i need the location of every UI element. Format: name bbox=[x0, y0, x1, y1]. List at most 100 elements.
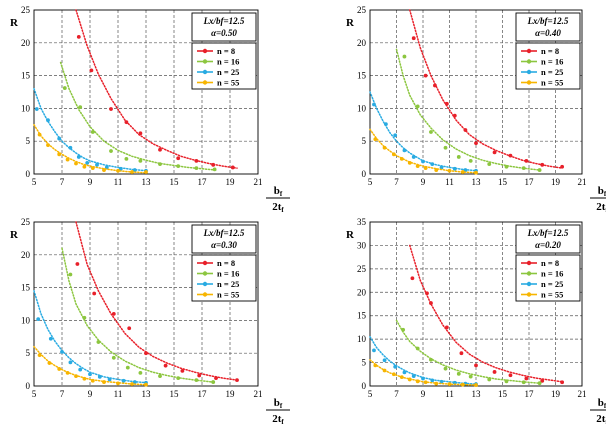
legend-swatch-marker bbox=[202, 281, 208, 287]
y-tick-label: 15 bbox=[21, 283, 31, 293]
legend-item: n = 8 bbox=[521, 46, 559, 56]
x-tick-label: 15 bbox=[170, 177, 180, 187]
legend-label: n = 16 bbox=[217, 269, 239, 279]
y-tick-label: 15 bbox=[357, 71, 367, 81]
x-axis-label-numerator: bf bbox=[274, 397, 283, 410]
data-point bbox=[163, 363, 168, 368]
legend-swatch-marker bbox=[526, 69, 532, 75]
legend-swatch-marker bbox=[202, 271, 208, 276]
legend-item: n = 8 bbox=[197, 258, 235, 268]
data-point bbox=[373, 137, 378, 142]
legend-label: n = 25 bbox=[217, 67, 239, 77]
legend-item: n = 55 bbox=[521, 78, 563, 88]
y-tick-label: 25 bbox=[357, 5, 367, 15]
x-tick-label: 11 bbox=[114, 177, 123, 187]
data-point bbox=[468, 374, 473, 379]
series-n-8 bbox=[75, 9, 238, 170]
data-point bbox=[78, 105, 83, 109]
data-point bbox=[176, 164, 181, 169]
data-point bbox=[132, 168, 137, 172]
info-box-ratio: Lx/bf=12.5 bbox=[203, 228, 245, 238]
data-point bbox=[90, 378, 95, 383]
x-tick-label: 17 bbox=[525, 389, 535, 399]
data-point bbox=[235, 378, 239, 382]
data-point bbox=[382, 368, 387, 373]
data-point bbox=[89, 68, 94, 73]
info-box: Lx/bf=12.5 α=0.30 bbox=[191, 224, 257, 254]
x-tick-label: 19 bbox=[551, 389, 561, 399]
data-point bbox=[118, 166, 123, 171]
y-axis-label: R bbox=[346, 229, 355, 241]
legend-item: n = 55 bbox=[521, 290, 563, 300]
info-box: Lx/bf=12.5 α=0.40 bbox=[515, 12, 581, 42]
data-point bbox=[138, 131, 143, 136]
series-n-55 bbox=[33, 124, 148, 174]
legend-label: n = 16 bbox=[541, 57, 563, 67]
x-axis-label-denominator: 2tf bbox=[596, 201, 606, 214]
data-point bbox=[194, 158, 199, 163]
legend-swatch-marker bbox=[202, 59, 208, 64]
data-point bbox=[415, 104, 420, 109]
data-point bbox=[402, 54, 407, 59]
data-point bbox=[144, 351, 148, 356]
data-point bbox=[474, 170, 478, 175]
data-point bbox=[439, 379, 444, 384]
data-point bbox=[34, 107, 39, 111]
data-point bbox=[492, 150, 497, 155]
info-box-alpha: α=0.20 bbox=[535, 240, 561, 250]
x-tick-label: 7 bbox=[394, 177, 399, 187]
data-point bbox=[415, 379, 420, 384]
x-tick-label: 21 bbox=[578, 177, 587, 187]
series-n-8 bbox=[409, 9, 565, 169]
data-point bbox=[447, 168, 452, 173]
x-tick-label: 13 bbox=[472, 177, 482, 187]
series-n-25 bbox=[369, 336, 478, 387]
y-axis-label: R bbox=[346, 17, 355, 29]
legend-swatch-marker bbox=[526, 80, 532, 85]
data-point bbox=[393, 133, 398, 138]
data-point bbox=[60, 349, 64, 354]
x-tick-label: 5 bbox=[32, 389, 37, 399]
series-trend-line bbox=[75, 221, 238, 381]
data-point bbox=[111, 355, 116, 360]
x-axis-label-numerator-sub: f bbox=[280, 190, 283, 198]
data-point bbox=[176, 376, 181, 381]
x-tick-label: 17 bbox=[198, 177, 208, 187]
data-point bbox=[423, 166, 428, 170]
data-point bbox=[444, 101, 449, 106]
data-point bbox=[560, 164, 565, 169]
data-point bbox=[48, 336, 53, 341]
series-n-8 bbox=[409, 244, 565, 385]
series-n-55 bbox=[33, 345, 148, 387]
legend-swatch-marker bbox=[202, 69, 208, 75]
data-point bbox=[75, 262, 80, 266]
data-point bbox=[399, 375, 404, 379]
info-box: Lx/bf=12.5 α=0.50 bbox=[191, 12, 257, 42]
x-axis-label-numerator: bf bbox=[598, 185, 606, 198]
data-point bbox=[524, 376, 529, 381]
data-point bbox=[102, 380, 106, 384]
data-point bbox=[382, 358, 387, 363]
data-point bbox=[524, 158, 529, 163]
info-box-frame bbox=[191, 12, 257, 42]
data-point bbox=[92, 291, 97, 296]
data-point bbox=[62, 86, 67, 90]
data-point bbox=[423, 73, 428, 78]
data-point bbox=[85, 160, 90, 165]
info-box-ratio: Lx/bf=12.5 bbox=[203, 16, 245, 26]
info-box-frame bbox=[191, 224, 257, 254]
x-tick-label: 11 bbox=[445, 177, 454, 187]
y-tick-label: 15 bbox=[357, 311, 367, 321]
data-point bbox=[393, 364, 398, 369]
data-point bbox=[401, 327, 406, 332]
data-point bbox=[372, 102, 376, 107]
data-point bbox=[540, 162, 545, 167]
data-point bbox=[57, 367, 62, 371]
data-point bbox=[57, 136, 62, 141]
legend-label: n = 55 bbox=[217, 78, 239, 88]
info-box-frame bbox=[515, 12, 581, 42]
data-point bbox=[452, 166, 457, 171]
data-point bbox=[382, 145, 387, 150]
data-point bbox=[158, 374, 162, 379]
